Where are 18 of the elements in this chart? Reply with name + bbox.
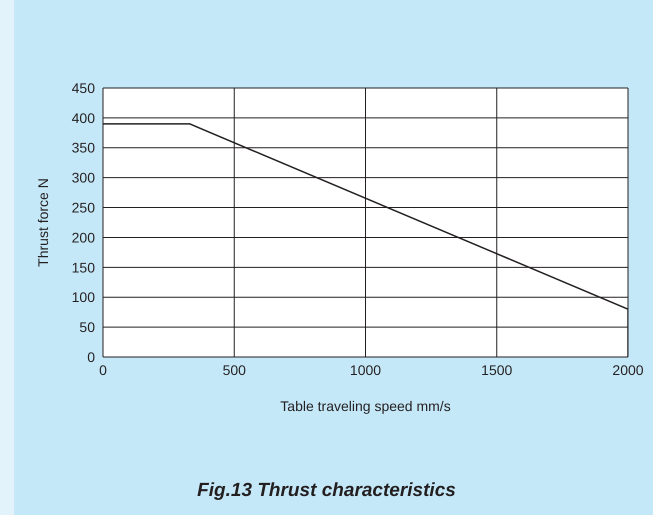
y-tick-label: 100 xyxy=(72,289,96,306)
y-tick-label: 200 xyxy=(72,229,96,246)
x-tick-label: 1000 xyxy=(350,362,382,378)
y-axis-title: Thrust force N xyxy=(34,178,51,267)
x-tick-label: 500 xyxy=(222,362,246,378)
y-tick-label: 300 xyxy=(72,170,96,186)
x-tick-label: 0 xyxy=(99,362,108,378)
y-tick-label: 400 xyxy=(72,110,96,126)
y-tick-label: 250 xyxy=(72,200,96,216)
y-tick-label: 150 xyxy=(72,259,96,276)
y-tick-label: 50 xyxy=(79,319,96,336)
y-tick-label: 0 xyxy=(87,348,96,365)
x-tick-label: 1500 xyxy=(481,362,513,378)
y-tick-label: 350 xyxy=(72,140,96,156)
text: Fig.13 Thrust characteristics xyxy=(196,480,457,502)
y-tick-label: 450 xyxy=(72,80,96,96)
x-tick-label: 2000 xyxy=(612,362,644,378)
x-axis-title: Table traveling speed mm/s xyxy=(279,398,452,414)
